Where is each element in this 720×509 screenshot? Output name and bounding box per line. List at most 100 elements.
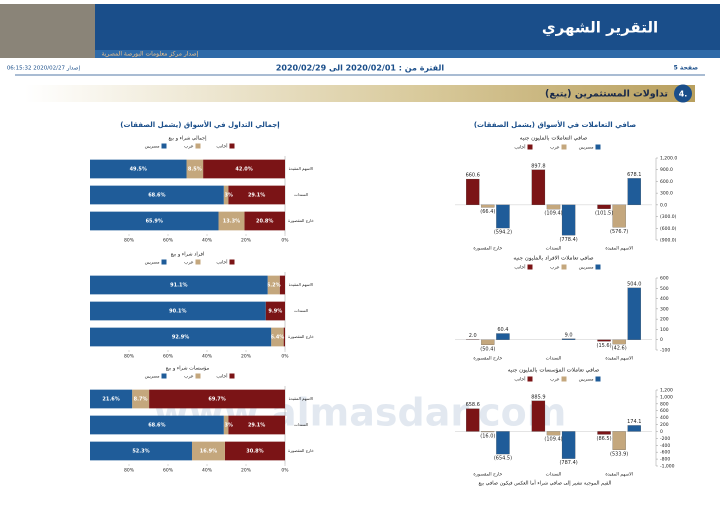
x-tick-label: 0% <box>281 468 289 474</box>
x-tick-label: 0% <box>281 354 289 360</box>
value-label: 21.6% <box>102 397 119 403</box>
bar <box>561 338 576 340</box>
header-band <box>95 4 720 50</box>
value-label: (654.5) <box>494 456 512 462</box>
x-tick-label: 40% <box>202 354 213 360</box>
chart-title: إجمالي شراء و بيع <box>168 136 207 142</box>
x-tick-label: 20% <box>241 238 252 244</box>
bar-segment <box>218 211 245 231</box>
bar <box>546 204 561 210</box>
value-label: (594.2) <box>494 230 512 236</box>
legend-label: أجانب <box>514 376 525 383</box>
value-label: (15.6) <box>597 343 612 349</box>
issued: إصدار 2020/02/27 06:15:32 <box>7 66 81 72</box>
value-label: 660.6 <box>466 173 480 179</box>
bar-segment <box>186 159 204 179</box>
y-tick-label: السندات <box>294 308 308 313</box>
legend-label: مصريين <box>145 375 160 380</box>
y-tick-label: -1,000 <box>660 464 675 470</box>
period: الفترة من : 2020/02/01 الى 2020/02/29 <box>276 64 445 73</box>
header-strip <box>95 50 720 58</box>
legend-label: مصريين <box>145 145 160 150</box>
x-tick-label: 80% <box>124 238 135 244</box>
x-tick-label: خارج المقصورة <box>473 357 502 362</box>
bar <box>597 431 611 435</box>
x-tick-label: 60% <box>163 468 174 474</box>
bar-segment <box>223 185 229 205</box>
right-column-title: صافي التعاملات في الأسواق (يشمل الصفقات) <box>474 120 637 129</box>
legend-label: أجانب <box>216 143 227 150</box>
value-label: 2.3% <box>219 423 233 429</box>
y-tick-label: 1,000 <box>660 394 673 400</box>
x-tick-label: الاسهم المقيدة <box>605 357 633 362</box>
y-tick-label: (300.0) <box>660 214 677 220</box>
bar-segment <box>90 441 192 461</box>
value-label: 29.1% <box>248 193 265 199</box>
y-tick-label: 600 <box>660 408 669 414</box>
legend-swatch <box>561 144 567 150</box>
bar-segment <box>132 389 150 409</box>
y-tick-label: الاسهم المقيدة <box>289 396 314 401</box>
value-label: 16.9% <box>200 449 217 455</box>
bar-segment <box>203 159 285 179</box>
bar <box>531 400 546 432</box>
bar <box>597 204 611 209</box>
y-tick-label: (900.0) <box>660 238 677 244</box>
bar <box>496 204 510 229</box>
header-subtitle: إصدار مركز معلومات البورصة المصرية <box>102 51 199 58</box>
y-tick-label: السندات <box>294 192 308 197</box>
page-number: صفحة 5 <box>674 65 699 72</box>
value-label: 42.0% <box>235 167 252 173</box>
legend-swatch <box>561 264 567 270</box>
value-label: 92.9% <box>172 335 189 341</box>
chart-title: افراد شراء و بيع <box>171 252 205 258</box>
y-tick-label: 300.0 <box>660 191 673 197</box>
value-label: 90.1% <box>169 309 186 315</box>
value-label: 68.6% <box>148 193 165 199</box>
legend-label: أجانب <box>216 373 227 380</box>
value-label: 6.4% <box>270 335 284 341</box>
value-label: 9.9% <box>268 309 282 315</box>
legend-label: أجانب <box>514 264 525 271</box>
x-tick-label: 60% <box>163 238 174 244</box>
x-tick-label: 40% <box>202 238 213 244</box>
y-tick-label: -600 <box>660 450 670 456</box>
legend-swatch <box>595 376 601 382</box>
value-label: 30.8% <box>246 449 263 455</box>
value-label: 69.7% <box>208 397 225 403</box>
bar <box>496 431 510 455</box>
x-tick-label: السندات <box>546 247 562 252</box>
value-label: 504.0 <box>627 281 641 287</box>
y-tick-label: خارج المقصورة <box>288 334 314 339</box>
section-number: 4. <box>679 90 688 99</box>
value-label: (778.4) <box>559 237 577 243</box>
bar <box>481 431 495 433</box>
footnote: القيم الموجبة تشير إلى صافي شراء أما الع… <box>479 480 612 487</box>
legend-swatch <box>195 143 201 149</box>
chart-title: صافي التعاملات بالمليون جنيه <box>520 136 588 142</box>
bar <box>466 408 480 432</box>
value-label: (86.5) <box>597 436 612 442</box>
bar <box>612 339 626 345</box>
value-label: 8.5% <box>188 167 202 173</box>
bar-segment <box>149 389 285 409</box>
bar-segment <box>279 275 285 295</box>
y-tick-label: 100 <box>660 327 669 333</box>
bar-segment <box>228 415 285 435</box>
bar-segment <box>223 415 229 435</box>
y-tick-label: -200 <box>660 436 670 442</box>
y-tick-label: 1,200 <box>660 388 673 394</box>
bar <box>496 333 510 340</box>
chart-title: صافي تعاملات المؤسسات بالمليون جنيه <box>508 368 600 374</box>
y-tick-label: خارج المقصورة <box>288 448 314 453</box>
value-label: (101.5) <box>595 210 613 216</box>
value-label: 68.6% <box>148 423 165 429</box>
bar <box>546 431 561 436</box>
y-tick-label: 200 <box>660 422 669 428</box>
x-tick-label: 80% <box>124 354 135 360</box>
section-bar <box>25 85 695 102</box>
bar <box>481 339 495 345</box>
y-tick-label: الاسهم المقيدة <box>289 166 314 171</box>
y-tick-label: 400 <box>660 296 669 302</box>
